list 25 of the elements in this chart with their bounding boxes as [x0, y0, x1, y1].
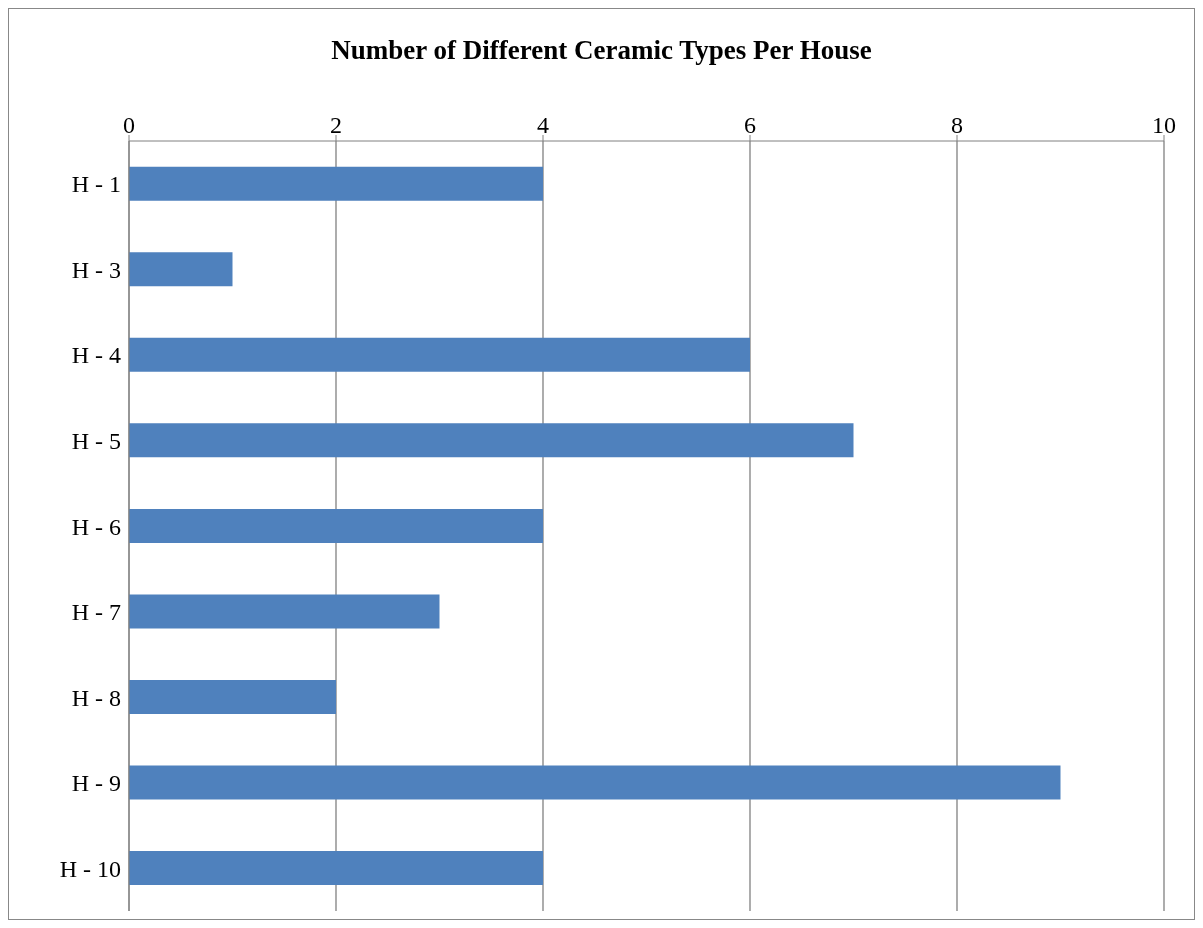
bar	[129, 166, 543, 201]
bar	[129, 508, 543, 543]
bar	[129, 594, 440, 629]
y-tick-label: H - 6	[71, 513, 121, 540]
x-tick-label: 10	[1152, 112, 1176, 138]
bar	[129, 851, 543, 886]
bar	[129, 423, 854, 458]
y-tick-label: H - 1	[71, 171, 121, 198]
x-tick-label: 0	[123, 112, 135, 138]
bar	[129, 680, 336, 714]
y-tick-label: H - 4	[71, 342, 121, 369]
chart-title: Number of Different Ceramic Types Per House	[330, 35, 873, 66]
bar	[129, 765, 1061, 800]
y-tick-label: H - 5	[71, 427, 121, 454]
bar	[129, 252, 233, 287]
y-tick-label: H - 10	[59, 855, 121, 882]
y-tick-label: H - 9	[71, 770, 121, 797]
y-tick-label: H - 3	[71, 256, 121, 283]
x-tick-label: 8	[951, 112, 963, 138]
bar	[129, 337, 750, 372]
y-tick-label: H - 7	[71, 599, 121, 626]
x-tick-label: 2	[330, 112, 342, 138]
x-tick-label: 4	[537, 112, 549, 138]
x-tick-label: 6	[744, 112, 756, 138]
y-tick-label: H - 8	[71, 684, 121, 711]
